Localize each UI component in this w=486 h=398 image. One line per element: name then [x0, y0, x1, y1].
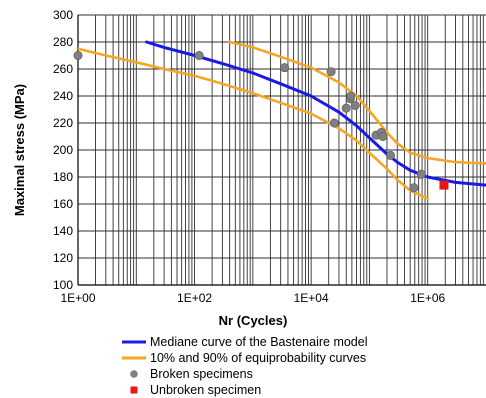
- broken-specimen-point: [386, 150, 396, 160]
- legend-swatch-broken: [130, 370, 138, 378]
- y-tick-label: 260: [53, 62, 73, 76]
- y-tick-label: 140: [53, 224, 73, 238]
- unbroken-specimen-point: [439, 180, 449, 190]
- x-axis-title: Nr (Cycles): [219, 313, 288, 328]
- legend-label-unbroken: Unbroken specimen: [150, 383, 261, 397]
- y-tick-label: 240: [53, 89, 73, 103]
- y-tick-label: 200: [53, 143, 73, 157]
- x-tick-label: 1E+06: [410, 291, 445, 305]
- y-tick-label: 100: [53, 278, 73, 292]
- y-tick-label: 280: [53, 35, 73, 49]
- y-axis-title: Maximal stress (MPa): [12, 84, 27, 216]
- axes: 100 120 140 160 180 200 220 240 260 280 300 1E+00 1E…: [53, 8, 486, 305]
- x-tick-label: 1E+02: [177, 291, 212, 305]
- broken-specimen-point: [326, 67, 336, 77]
- broken-specimen-point: [378, 132, 388, 142]
- x-tick-label: 1E+00: [60, 291, 95, 305]
- legend-label-median: Mediane curve of the Bastenaire model: [150, 335, 368, 349]
- points-layer: [73, 50, 449, 193]
- y-tick-label: 120: [53, 251, 73, 265]
- y-tick-label: 220: [53, 116, 73, 130]
- legend-label-equiprobability: 10% and 90% of equiprobability curves: [150, 351, 366, 365]
- broken-specimen-point: [194, 50, 204, 60]
- y-tick-label: 300: [53, 8, 73, 22]
- broken-specimen-point: [73, 50, 83, 60]
- broken-specimen-point: [409, 183, 419, 193]
- y-tick-label: 180: [53, 170, 73, 184]
- legend-label-broken: Broken specimens: [150, 367, 253, 381]
- legend-swatch-unbroken: [130, 386, 138, 394]
- broken-specimen-point: [329, 118, 339, 128]
- broken-specimen-point: [346, 91, 356, 101]
- broken-specimen-point: [341, 103, 351, 113]
- series-line-1: [228, 40, 486, 165]
- x-tick-label: 1E+04: [294, 291, 329, 305]
- broken-specimen-point: [416, 169, 426, 179]
- grid: [77, 14, 486, 286]
- y-tick-label: 160: [53, 197, 73, 211]
- broken-specimen-point: [350, 100, 360, 110]
- series-line-0: [145, 40, 486, 187]
- legend: Mediane curve of the Bastenaire model 10…: [122, 335, 368, 397]
- series-line-2: [78, 47, 429, 200]
- broken-specimen-point: [280, 63, 290, 73]
